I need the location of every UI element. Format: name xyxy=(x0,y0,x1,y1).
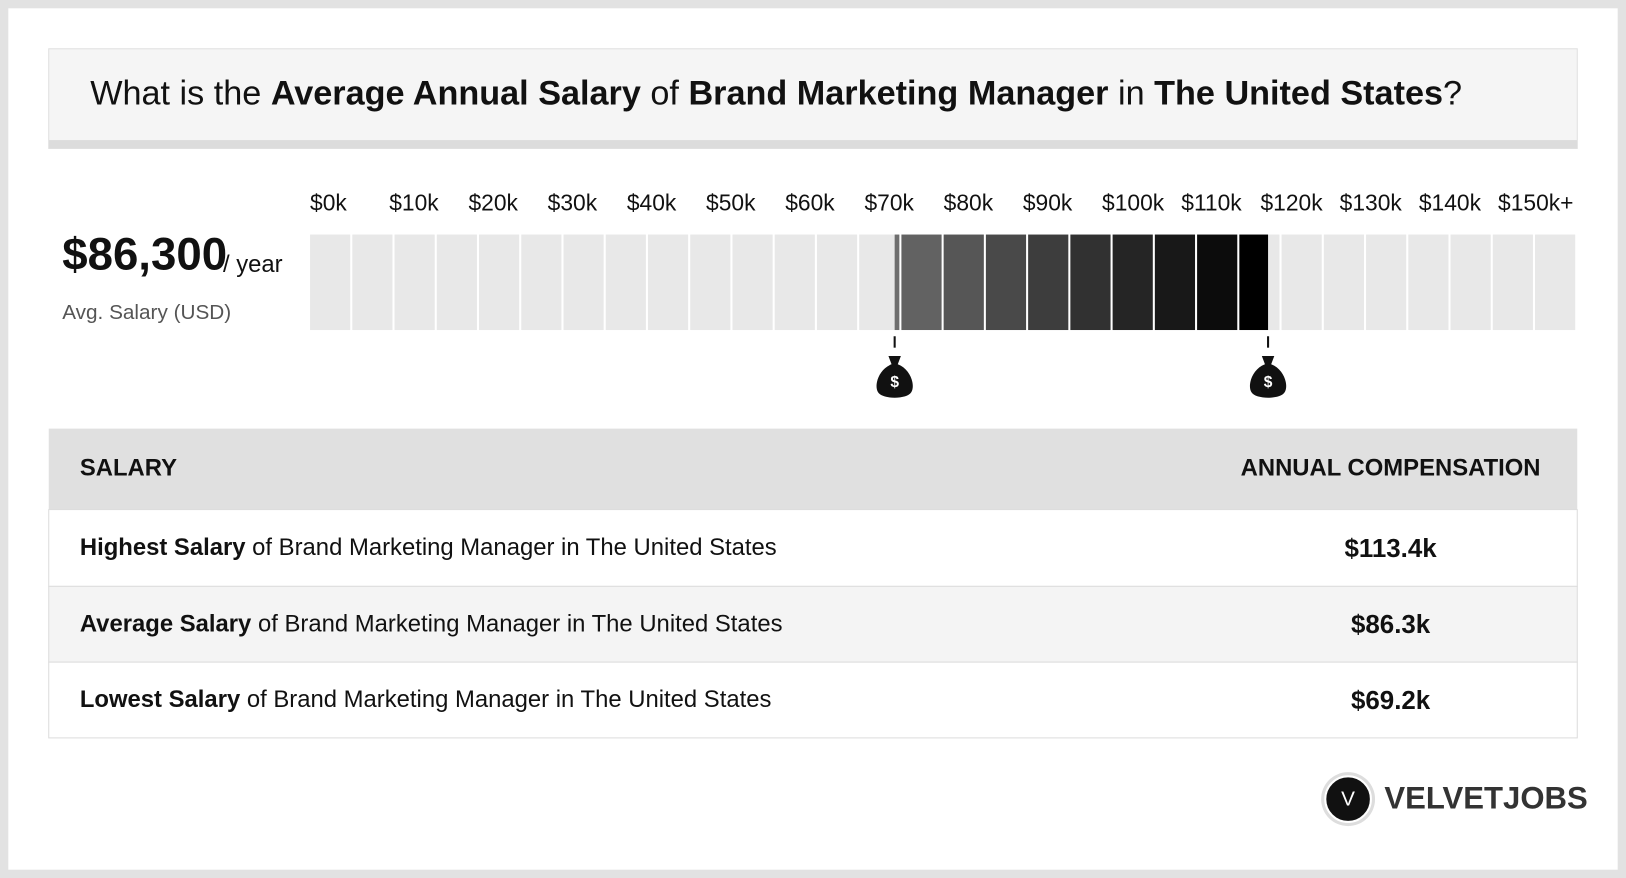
scale-label: $130k xyxy=(1340,189,1403,215)
bar-cell xyxy=(816,234,858,331)
title-strip xyxy=(48,140,1578,149)
unit: / year xyxy=(223,251,283,278)
scale-label: $40k xyxy=(627,189,677,215)
bar-cell xyxy=(647,234,689,331)
range-cell xyxy=(943,234,984,331)
range-cell xyxy=(1028,234,1069,331)
bar-cell xyxy=(563,234,604,331)
bar-cell xyxy=(732,234,773,331)
row-value: $86.3k xyxy=(1351,611,1431,639)
bar-cell xyxy=(479,234,520,331)
title-part: The United States xyxy=(1154,75,1443,113)
scale-label: $80k xyxy=(944,189,994,215)
title-part: in xyxy=(1108,75,1154,113)
bar-cell xyxy=(352,234,393,331)
table-row xyxy=(48,585,1578,663)
row-value: $113.4k xyxy=(1344,535,1437,563)
range-cell xyxy=(1070,234,1111,331)
money-bag xyxy=(1249,355,1287,398)
range-cell xyxy=(894,234,900,331)
title-part: Average Annual Salary xyxy=(271,75,641,113)
row-label: Lowest Salary of Brand Marketing Manager… xyxy=(80,686,772,713)
scale-label: $60k xyxy=(785,189,835,215)
brand-name: VELVETJOBS xyxy=(1384,780,1587,815)
bar-cell xyxy=(774,234,815,331)
bar-cell xyxy=(1492,234,1533,331)
money-bag xyxy=(876,355,913,398)
scale-label: $120k xyxy=(1260,189,1323,215)
scale-label: $20k xyxy=(468,189,518,215)
bar-cell xyxy=(310,234,351,331)
scale-label: $50k xyxy=(706,189,756,215)
bar-cell xyxy=(436,234,477,331)
range-cell xyxy=(901,234,942,331)
row-label-rest: of Brand Marketing Manager in The United… xyxy=(251,611,782,638)
scale-label: $90k xyxy=(1023,189,1073,215)
average-salary: $86,300 xyxy=(62,228,227,279)
bar-cell xyxy=(1323,234,1364,331)
row-label-bold: Highest Salary xyxy=(80,534,246,561)
bar-cell xyxy=(690,234,731,331)
scale-label: $150k+ xyxy=(1498,189,1573,215)
caption: Avg. Salary (USD) xyxy=(62,301,231,324)
bar-cell xyxy=(1535,234,1576,331)
bar-cell xyxy=(1450,234,1491,331)
range-cell xyxy=(985,234,1027,331)
row-value: $69.2k xyxy=(1351,687,1431,715)
scale-label: $30k xyxy=(548,189,598,215)
row-label-rest: of Brand Marketing Manager in The United… xyxy=(246,534,777,561)
range-cell xyxy=(1154,234,1196,331)
row-label-bold: Average Salary xyxy=(80,611,252,638)
row-label-bold: Lowest Salary xyxy=(80,686,241,713)
table-row xyxy=(48,509,1578,587)
scale-label: $110k xyxy=(1181,189,1242,215)
title-part: What is the xyxy=(90,75,271,113)
table-header xyxy=(48,428,1578,510)
column-header: SALARY xyxy=(80,454,177,481)
row-label: Highest Salary of Brand Marketing Manage… xyxy=(80,534,777,561)
range-cell xyxy=(1197,234,1238,331)
logo xyxy=(1324,775,1372,823)
money-sign: $ xyxy=(890,374,899,391)
bar-cell xyxy=(521,234,562,331)
money-sign: $ xyxy=(1264,374,1273,391)
scale-label: $0k xyxy=(310,189,347,215)
title-part: ? xyxy=(1443,75,1462,113)
bar-cell xyxy=(859,234,900,331)
bar-cell xyxy=(605,234,646,331)
bar-cell xyxy=(394,234,435,331)
range-cell xyxy=(1239,234,1269,331)
range-cell xyxy=(1112,234,1153,331)
scale-label: $100k xyxy=(1102,189,1165,215)
bar-cell xyxy=(1408,234,1449,331)
title-box xyxy=(48,48,1578,149)
title: What is the Average Annual Salary of Bra… xyxy=(90,75,1462,113)
title-part: Brand Marketing Manager xyxy=(688,75,1108,113)
row-label-rest: of Brand Marketing Manager in The United… xyxy=(240,686,771,713)
bar-cell xyxy=(1366,234,1407,331)
scale-label: $140k xyxy=(1419,189,1482,215)
scale-label: $10k xyxy=(389,189,439,215)
logo-letter: V xyxy=(1341,788,1355,811)
row-label: Average Salary of Brand Marketing Manage… xyxy=(80,611,783,638)
bar-cell xyxy=(1281,234,1322,331)
title-part: of xyxy=(641,75,689,113)
column-header: ANNUAL COMPENSATION xyxy=(1241,454,1541,481)
table-row xyxy=(48,661,1578,739)
scale-label: $70k xyxy=(864,189,914,215)
